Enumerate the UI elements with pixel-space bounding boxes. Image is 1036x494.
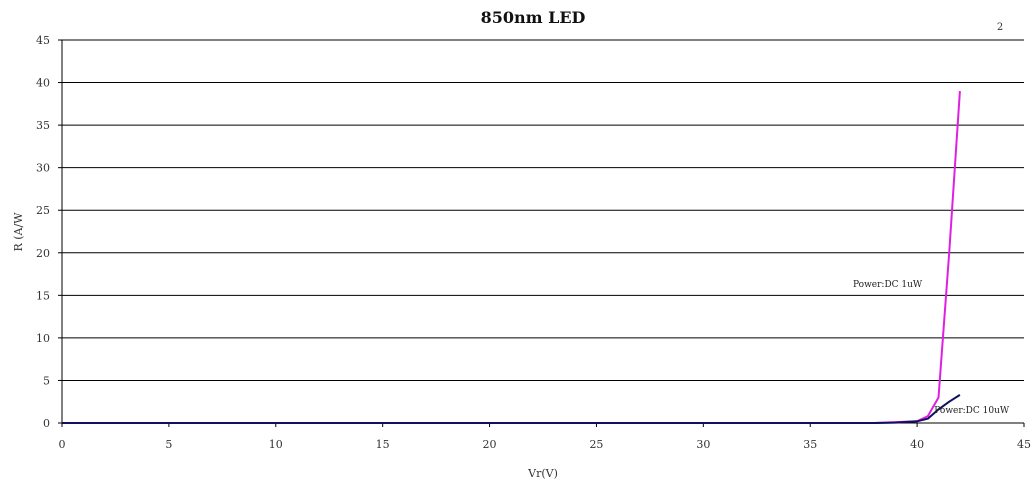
annotation-label: Power:DC 1uW: [853, 280, 923, 290]
corner-note: 2: [997, 22, 1003, 33]
y-tick-label: 20: [36, 247, 50, 260]
x-tick-label: 25: [589, 438, 603, 451]
y-axis-title: R (A/W: [12, 212, 25, 252]
y-tick-label: 10: [36, 332, 50, 345]
x-axis-title: Vr(V): [527, 467, 558, 480]
grid-lines: [62, 39, 1024, 381]
x-tick-label: 35: [803, 438, 817, 451]
series-line-2: [62, 394, 961, 424]
y-tick-label: 15: [36, 289, 50, 302]
y-tick-label: 25: [36, 204, 50, 217]
x-tick-label: 20: [483, 438, 497, 451]
x-tick-label: 45: [1017, 438, 1031, 451]
x-tick-label: 5: [165, 438, 172, 451]
annotations: Power:DC 1uW Power:DC 10uW: [853, 280, 1010, 416]
y-tick-label: 35: [36, 119, 50, 132]
axes: [61, 40, 1024, 424]
y-tick-label: 40: [36, 77, 50, 90]
x-tick-label: 0: [59, 438, 66, 451]
annotation-label: Power:DC 10uW: [934, 406, 1010, 416]
tick-labels: 0 5 10 15 20 25 30 35 40 45 0 5 10 15 20 25 30 35 40 45: [36, 34, 1031, 451]
series-lines: [62, 91, 961, 424]
x-tick-label: 15: [376, 438, 390, 451]
x-tick-label: 30: [696, 438, 710, 451]
y-tick-label: 5: [43, 374, 50, 387]
chart-title: 850nm LED: [481, 8, 586, 27]
x-tick-label: 10: [269, 438, 283, 451]
y-tick-label: 30: [36, 162, 50, 175]
y-tick-label: 45: [36, 34, 50, 47]
x-tick-label: 40: [910, 438, 924, 451]
y-tick-label: 0: [43, 417, 50, 430]
series-line-1: [62, 91, 961, 424]
